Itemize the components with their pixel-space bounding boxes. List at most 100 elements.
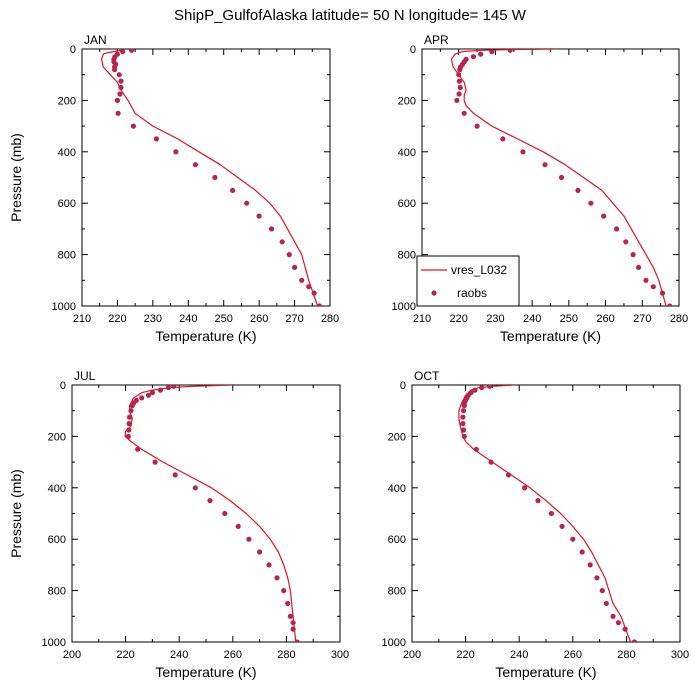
obs-point bbox=[127, 414, 133, 420]
x-tick-label: 250 bbox=[560, 313, 578, 325]
obs-point bbox=[473, 446, 479, 452]
obs-point bbox=[559, 523, 565, 530]
obs-point bbox=[126, 421, 132, 427]
obs-point bbox=[535, 498, 541, 504]
y-tick-label: 0 bbox=[70, 44, 76, 56]
plot-data bbox=[100, 49, 322, 306]
x-tick-label: 220 bbox=[456, 649, 474, 661]
x-axis-label: Temperature (K) bbox=[155, 664, 256, 680]
y-tick-label: 600 bbox=[398, 198, 416, 210]
y-tick-label: 0 bbox=[60, 380, 66, 392]
obs-point bbox=[507, 49, 513, 53]
obs-point bbox=[588, 200, 594, 206]
obs-point bbox=[244, 200, 250, 206]
x-tick-label: 250 bbox=[215, 313, 233, 325]
obs-point bbox=[615, 620, 622, 626]
obs-point bbox=[126, 427, 132, 433]
obs-point bbox=[456, 78, 462, 84]
panel-label: OCT bbox=[414, 369, 440, 383]
obs-point bbox=[622, 626, 628, 632]
obs-point bbox=[570, 536, 576, 542]
obs-point bbox=[257, 549, 263, 555]
obs-point bbox=[290, 626, 296, 632]
obs-point bbox=[488, 459, 494, 465]
obs-point bbox=[256, 213, 262, 219]
y-tick-label: 200 bbox=[398, 95, 416, 107]
obs-point bbox=[630, 252, 636, 258]
obs-point bbox=[157, 387, 163, 393]
obs-point bbox=[587, 562, 593, 568]
obs-point bbox=[610, 613, 616, 619]
y-tick-label: 600 bbox=[58, 198, 76, 210]
obs-point bbox=[230, 187, 236, 193]
y-tick-label: 400 bbox=[398, 147, 416, 159]
y-tick-label: 1000 bbox=[52, 301, 76, 313]
x-tick-label: 240 bbox=[523, 313, 541, 325]
obs-point bbox=[474, 123, 480, 129]
figure-title: ShipP_GulfofAlaska latitude= 50 N longit… bbox=[174, 7, 527, 24]
obs-point bbox=[128, 408, 134, 414]
x-tick-label: 230 bbox=[144, 313, 162, 325]
legend-marker-swatch bbox=[431, 290, 437, 296]
obs-point bbox=[456, 72, 462, 78]
panel-label: JAN bbox=[84, 33, 107, 47]
panel-apr: APR 210 220 230 240 250 260 270 280 0 200 400 600 800… bbox=[392, 33, 689, 344]
x-tick-label: 260 bbox=[250, 313, 268, 325]
obs-point bbox=[601, 213, 607, 219]
obs-point bbox=[117, 91, 123, 97]
obs-point bbox=[165, 385, 172, 391]
obs-point bbox=[139, 395, 145, 401]
obs-point bbox=[461, 110, 467, 116]
obs-point bbox=[118, 84, 124, 91]
obs-point bbox=[306, 284, 312, 290]
legend-box bbox=[416, 255, 520, 307]
obs-point bbox=[287, 613, 293, 619]
x-tick-label: 220 bbox=[108, 313, 126, 325]
obs-point bbox=[579, 549, 585, 555]
obs-point bbox=[460, 408, 467, 414]
y-tick-label: 1000 bbox=[42, 637, 66, 649]
obs-point bbox=[457, 67, 463, 73]
obs-point bbox=[472, 387, 478, 393]
obs-point bbox=[489, 49, 495, 55]
obs-point bbox=[470, 54, 476, 60]
obs-point bbox=[112, 67, 118, 73]
obs-point bbox=[461, 433, 467, 439]
panel-label: APR bbox=[424, 33, 449, 47]
obs-point bbox=[152, 459, 158, 465]
y-tick-label: 400 bbox=[48, 483, 66, 495]
y-tick-label: 1000 bbox=[392, 301, 416, 313]
obs-point bbox=[478, 51, 484, 57]
obs-point bbox=[114, 97, 120, 103]
obs-point bbox=[520, 149, 526, 155]
obs-point bbox=[120, 49, 126, 55]
obs-point bbox=[135, 446, 141, 452]
legend-label-model: vres_L032 bbox=[451, 263, 507, 277]
x-tick-label: 200 bbox=[403, 649, 421, 661]
obs-point bbox=[623, 239, 629, 245]
x-tick-label: 260 bbox=[596, 313, 614, 325]
x-axis-label: Temperature (K) bbox=[495, 664, 596, 680]
obs-point bbox=[500, 136, 506, 142]
obs-point bbox=[222, 510, 228, 517]
obs-point bbox=[650, 284, 656, 290]
obs-point bbox=[594, 575, 600, 581]
obs-point bbox=[125, 433, 131, 439]
x-tick-label: 240 bbox=[510, 649, 528, 661]
y-tick-label: 200 bbox=[58, 95, 76, 107]
obs-point bbox=[149, 390, 155, 396]
obs-point bbox=[246, 536, 252, 542]
obs-point bbox=[129, 403, 135, 409]
obs-point bbox=[129, 49, 135, 53]
x-tick-label: 210 bbox=[73, 313, 91, 325]
y-tick-label: 0 bbox=[410, 44, 416, 56]
obs-point bbox=[460, 427, 467, 433]
x-tick-label: 280 bbox=[277, 649, 295, 661]
obs-point bbox=[457, 84, 463, 91]
x-tick-label: 230 bbox=[486, 313, 504, 325]
panel-oct: OCT 200 220 240 260 280 300 0 200 400 600 800 1000 Te… bbox=[382, 369, 690, 680]
obs-point bbox=[192, 485, 198, 491]
obs-point bbox=[130, 123, 136, 129]
obs-point bbox=[285, 600, 291, 607]
